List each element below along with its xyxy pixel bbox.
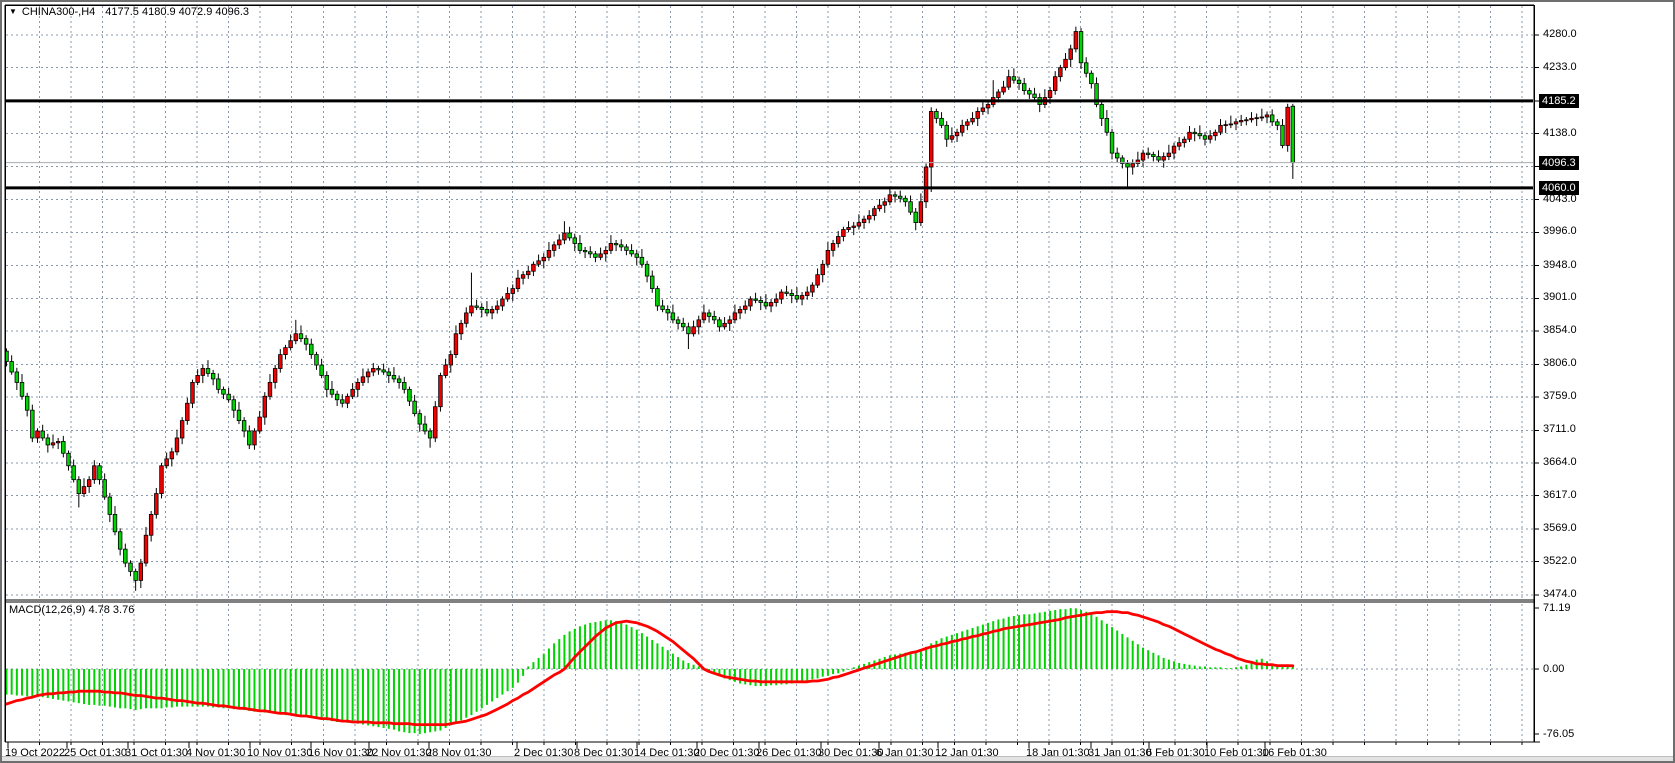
symbol-name: CHINA300-,H4 xyxy=(21,6,96,18)
price-tick-label: 4280.0 xyxy=(1543,28,1577,40)
resistance-price-tag: 4185.2 xyxy=(1539,93,1579,108)
price-tick-label: 3711.0 xyxy=(1543,423,1576,436)
macd-tick-label: -76.05 xyxy=(1543,728,1575,740)
price-tick-label: 3901.0 xyxy=(1543,291,1577,304)
support-price-tag: 4060.0 xyxy=(1539,180,1579,195)
price-tick-label: 4043.0 xyxy=(1543,192,1577,205)
macd-tick-label: 71.19 xyxy=(1543,602,1571,615)
price-tick-label: 3854.0 xyxy=(1543,323,1577,336)
current-price-tag: 4096.3 xyxy=(1539,155,1579,170)
price-tick-label: 3996.0 xyxy=(1543,225,1577,238)
price-tick-label: 4138.0 xyxy=(1543,126,1577,139)
price-tick-label: 3759.0 xyxy=(1543,389,1577,402)
price-tick-label: 3806.0 xyxy=(1543,357,1577,370)
macd-indicator-label: MACD(12,26,9) 4.78 3.76 xyxy=(9,604,135,616)
price-tick-label: 3617.0 xyxy=(1543,488,1577,501)
price-tick-label: 3474.0 xyxy=(1543,588,1577,600)
price-tick-label: 3569.0 xyxy=(1543,521,1577,534)
price-tick-label: 4233.0 xyxy=(1543,60,1577,73)
price-tick-label: 3522.0 xyxy=(1543,554,1577,567)
window-bottom-edge xyxy=(2,756,1673,761)
price-tick-label: 3664.0 xyxy=(1543,455,1577,468)
price-tick-label: 3948.0 xyxy=(1543,258,1577,271)
symbol-ohlc-label: ▼ CHINA300-,H4 4177.5 4180.9 4072.9 4096.3 xyxy=(9,6,249,18)
macd-tick-label: 0.00 xyxy=(1543,663,1565,675)
symbol-dropdown-icon[interactable]: ▼ xyxy=(9,7,17,16)
ohlc-values: 4177.5 4180.9 4072.9 4096.3 xyxy=(105,6,250,18)
